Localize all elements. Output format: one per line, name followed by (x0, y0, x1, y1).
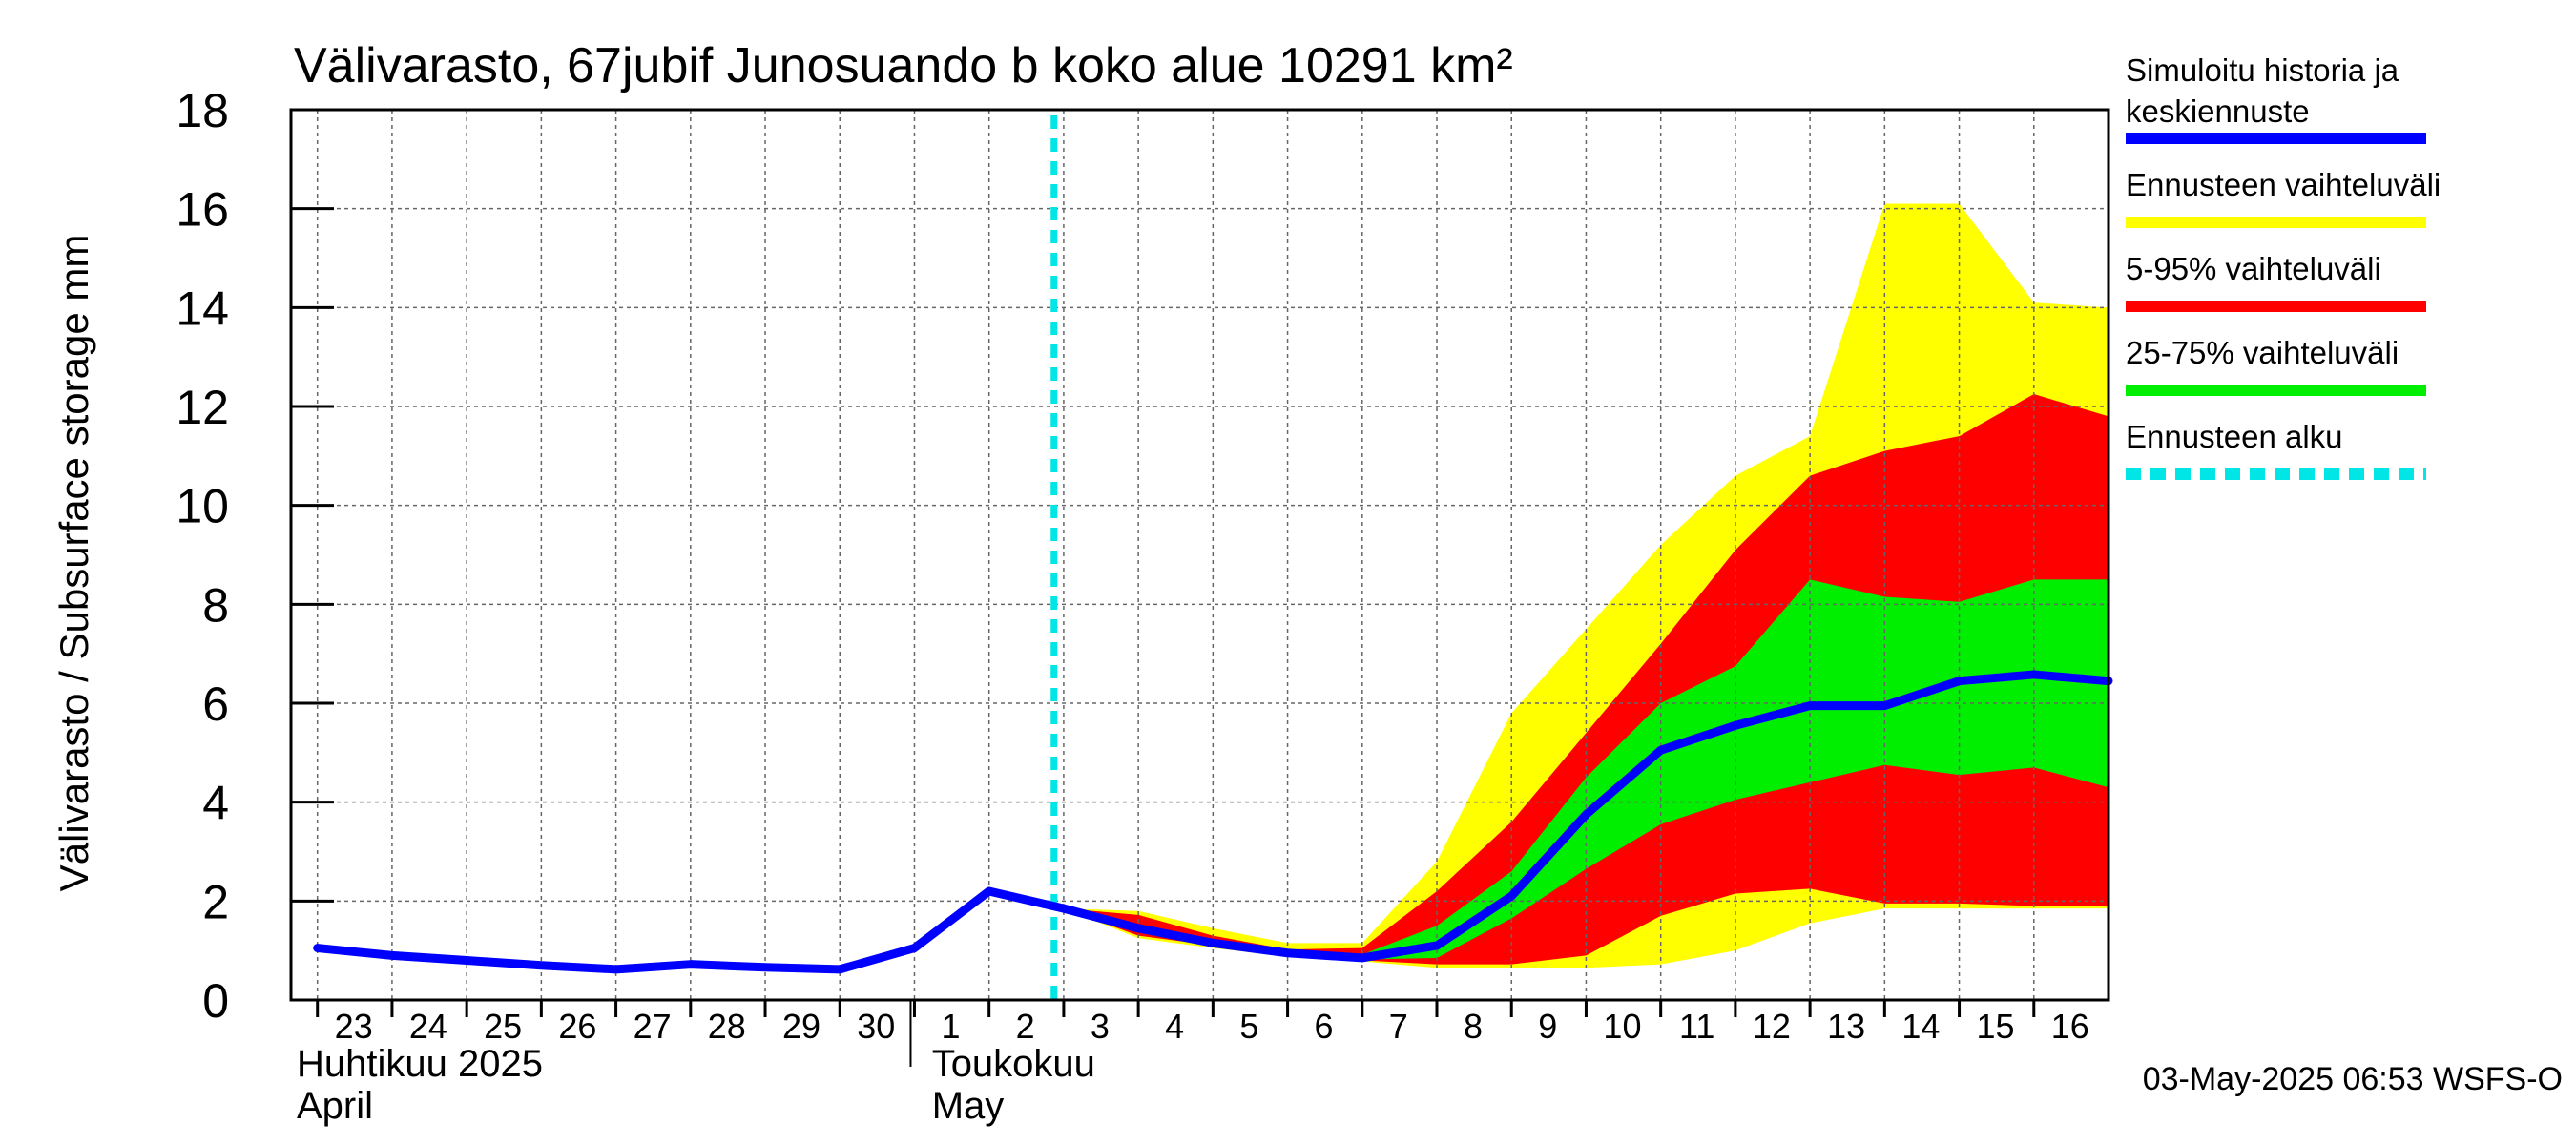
legend-label: 5-95% vaihteluväli (2126, 251, 2381, 286)
legend-label: Ennusteen alku (2126, 419, 2343, 454)
x-tick-label: 7 (1389, 1007, 1408, 1046)
series-line (313, 670, 2113, 974)
legend-label: Ennusteen vaihteluväli (2126, 167, 2441, 202)
x-tick-label: 15 (1977, 1007, 2015, 1046)
x-tick-label: 3 (1091, 1007, 1110, 1046)
x-tick-label: 12 (1753, 1007, 1791, 1046)
x-tick-label: 6 (1315, 1007, 1334, 1046)
x-tick-label: 23 (335, 1007, 373, 1046)
x-tick-label: 16 (2051, 1007, 2089, 1046)
y-axis-label: Välivarasto / Subsurface storage mm (52, 235, 96, 892)
plot-area-fills (291, 110, 2109, 1000)
x-tick-label: 29 (782, 1007, 821, 1046)
x-tick-label: 14 (1901, 1007, 1940, 1046)
month-label: Huhtikuu 2025 (297, 1043, 543, 1085)
y-tick-label: 10 (176, 480, 229, 533)
month-label-en: April (297, 1085, 373, 1127)
y-tick-label: 2 (202, 875, 229, 928)
legend-item-2: 5-95% vaihteluväli (2126, 251, 2426, 312)
x-tick-label: 8 (1464, 1007, 1483, 1046)
x-tick-label: 13 (1827, 1007, 1865, 1046)
x-tick-label: 24 (409, 1007, 447, 1046)
x-tick-label: 26 (558, 1007, 596, 1046)
y-tick-label: 0 (202, 974, 229, 1028)
legend-label: Simuloitu historia ja (2126, 52, 2399, 88)
x-tick-label: 9 (1538, 1007, 1557, 1046)
month-label: Toukokuu (932, 1043, 1095, 1085)
plot-lines (313, 115, 2113, 1000)
legend-item-3: 25-75% vaihteluväli (2126, 335, 2426, 396)
y-tick-label: 6 (202, 677, 229, 731)
x-tick-label: 27 (634, 1007, 672, 1046)
y-tick-label: 16 (176, 183, 229, 237)
y-tick-label: 14 (176, 281, 229, 335)
legend: Simuloitu historia ja keskiennuste Ennuste… (2126, 52, 2441, 480)
y-tick-label: 12 (176, 381, 229, 434)
band-2 (1063, 394, 2109, 965)
x-tick-label: 30 (857, 1007, 895, 1046)
x-tick-label: 11 (1679, 1007, 1714, 1046)
x-tick-label: 1 (941, 1007, 960, 1046)
legend-item-4: Ennusteen alku (2126, 419, 2426, 480)
y-tick-label: 4 (202, 777, 229, 830)
x-tick-label: 2 (1016, 1007, 1035, 1046)
legend-item-0: Simuloitu historia ja keskiennuste (2126, 52, 2426, 144)
x-tick-label: 28 (708, 1007, 746, 1046)
x-tick-label: 4 (1165, 1007, 1184, 1046)
legend-item-1: Ennusteen vaihteluväli (2126, 167, 2441, 228)
y-tick-label: 8 (202, 578, 229, 632)
month-label-en: May (932, 1085, 1005, 1127)
y-tick-label: 18 (176, 84, 229, 137)
band-3 (1063, 579, 2109, 960)
plot-frame (289, 108, 2110, 1002)
footer-timestamp: 03-May-2025 06:53 WSFS-O (2143, 1061, 2563, 1097)
x-tick-label: 10 (1603, 1007, 1641, 1046)
legend-label: 25-75% vaihteluväli (2126, 335, 2399, 370)
x-tick-label: 25 (484, 1007, 522, 1046)
legend-label-line2: keskiennuste (2126, 94, 2310, 129)
chart-title: Välivarasto, 67jubif Junosuando b koko a… (294, 38, 1513, 94)
x-tick-label: 5 (1239, 1007, 1258, 1046)
